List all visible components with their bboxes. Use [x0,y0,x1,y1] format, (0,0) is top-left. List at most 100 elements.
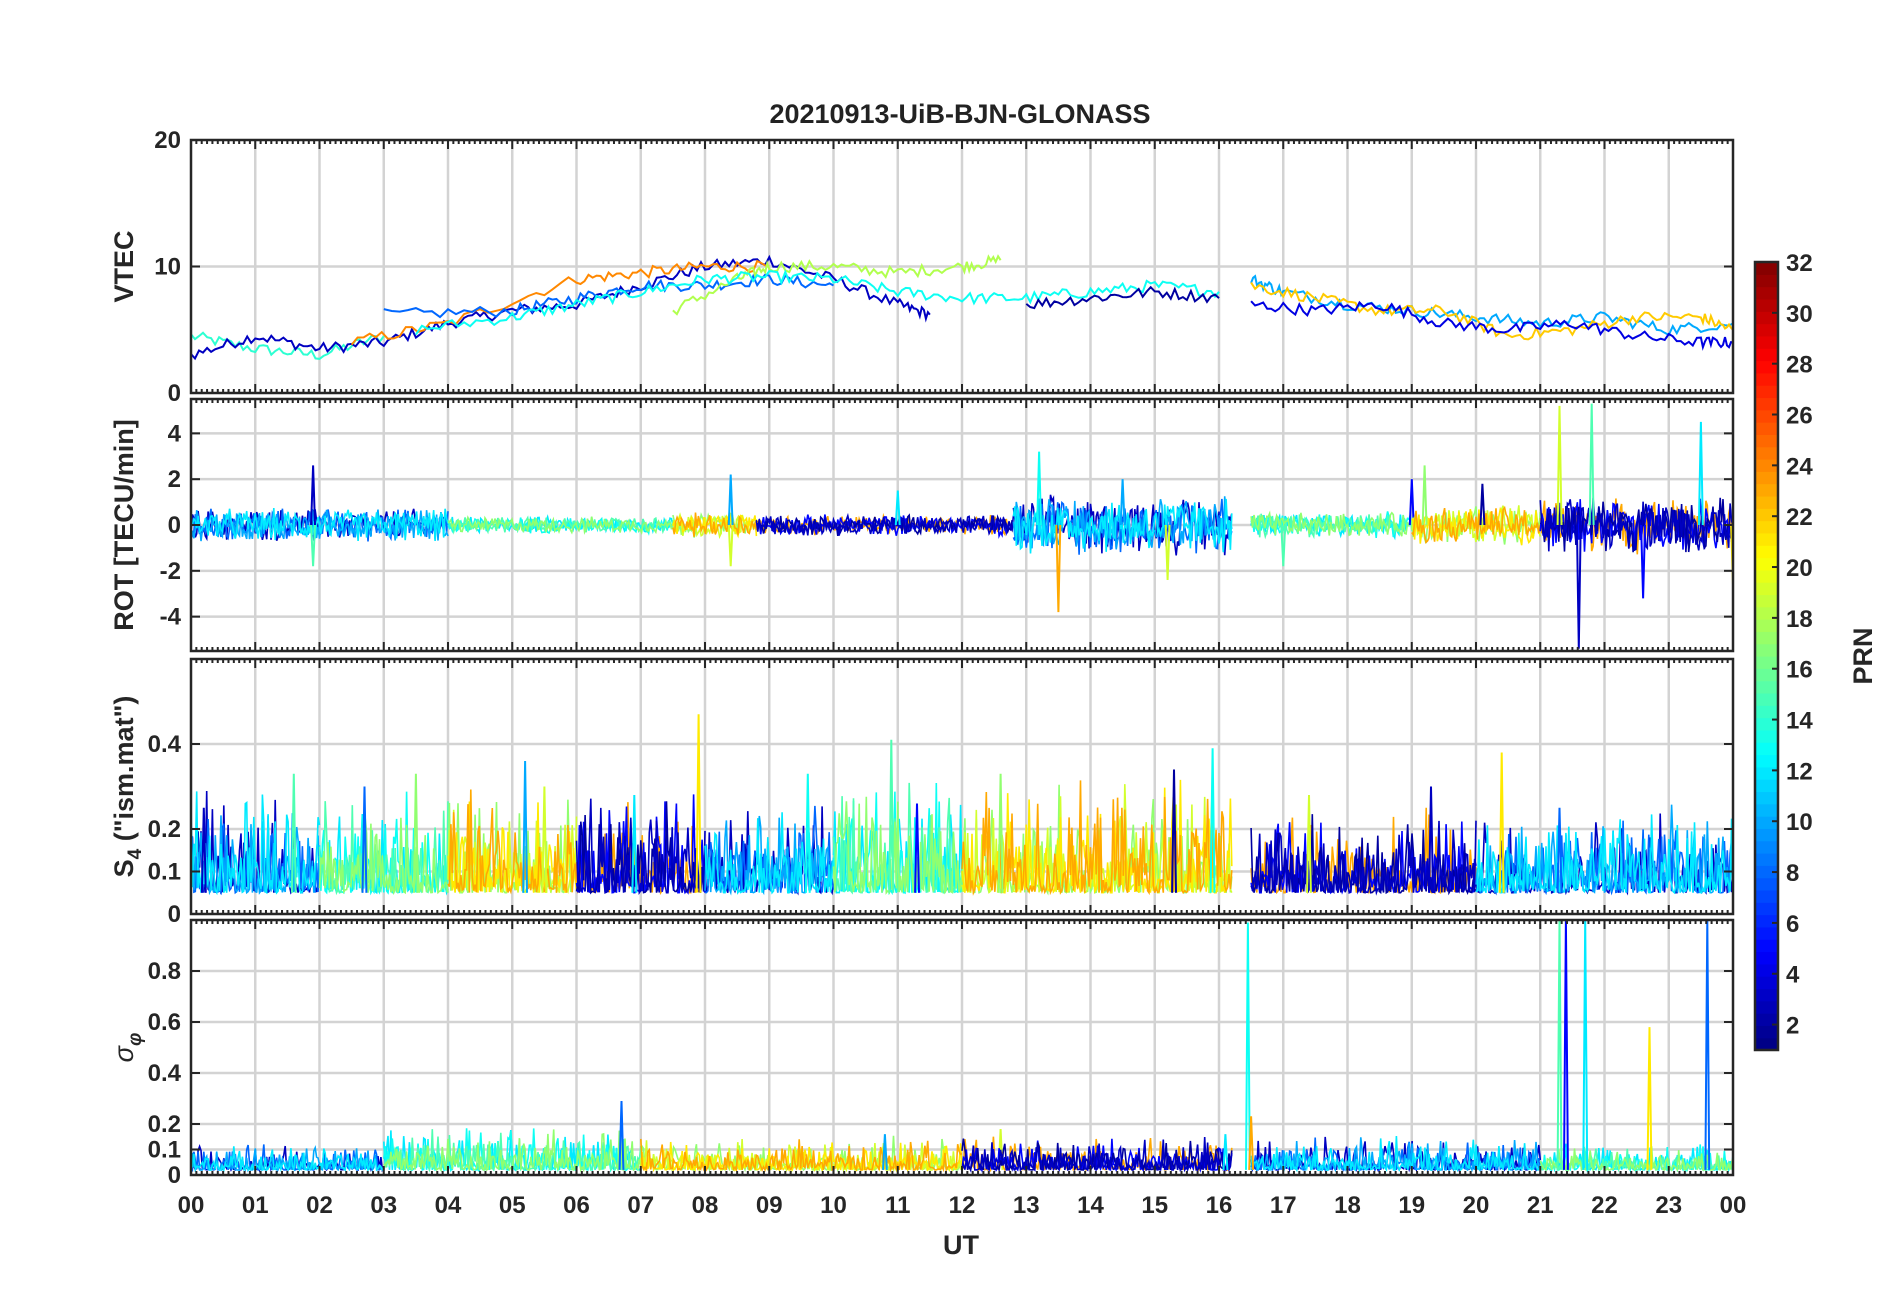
x-tick-label: 06 [563,1192,590,1219]
colorbar-tick-label: 12 [1786,758,1813,785]
panel-rot-spike [1408,479,1415,526]
colorbar-frame [1753,260,1780,1052]
panel-sigma-y-tick-label: 0.6 [148,1009,181,1036]
x-tick-label: 05 [499,1192,526,1219]
colorbar-tick-label: 8 [1786,860,1799,887]
x-tick-label: 07 [627,1192,654,1219]
panel-rot-spike [1697,421,1704,526]
colorbar-segment [1755,422,1778,435]
panel-s4-spike [914,803,920,893]
colorbar-segment [1755,692,1778,706]
panel-s4-trace [447,789,578,895]
panel-sigma-spike [1248,1116,1255,1170]
panel-s4-spike [631,794,638,893]
panel-sigma-y-tick-label: 0.4 [148,1060,182,1087]
x-tick-label: 18 [1334,1192,1361,1219]
x-tick-label: 14 [1077,1192,1104,1219]
colorbar-segment [1755,976,1778,990]
colorbar-segment [1755,1000,1778,1014]
panel-rot-spike [727,524,734,567]
colorbar-segment [1755,1037,1778,1051]
colorbar-tick-label: 32 [1786,250,1813,277]
colorbar-segment [1755,914,1778,928]
panel-rot-spike [1055,524,1062,613]
colorbar-segment [1755,471,1778,485]
panel-s4-spike [541,786,548,893]
panel-s4-spike [1556,807,1563,893]
colorbar-segment [1755,668,1778,682]
colorbar-segment [1755,495,1778,509]
panel-rot-spike [1119,479,1126,526]
colorbar-tick-label: 6 [1786,911,1799,938]
panel-s4-y-tick-label: 0 [168,901,181,928]
panel-sigma-y-tick-label: 0.2 [148,1111,181,1138]
colorbar-segment [1755,656,1778,669]
x-tick-label: 00 [178,1192,205,1219]
panel-s4-spike [200,807,207,893]
colorbar-segment [1755,545,1778,559]
colorbar-segment [1755,286,1778,300]
colorbar-tick-label: 28 [1786,352,1813,379]
colorbar-segment [1755,705,1778,719]
panel-rot-spike [1421,465,1428,526]
colorbar-segment [1755,988,1778,1002]
colorbar-segment [1755,409,1778,423]
x-tick-label: 23 [1655,1192,1682,1219]
panel-s4-trace [191,813,321,896]
panel-sigma-trace [1539,1146,1733,1173]
panel-s4-spike [1428,786,1434,893]
panel-sigma-spike [1563,920,1569,1170]
colorbar-segment [1755,951,1778,965]
panel-rot-trace [1250,510,1413,537]
panel-sigma-trace [1250,1135,1541,1173]
colorbar-segment [1755,865,1778,879]
colorbar-segment [1755,483,1778,497]
colorbar-segment [1755,606,1778,620]
panel-rot-spike [1575,524,1582,649]
colorbar-tick-label: 20 [1786,555,1813,582]
panel-rot-trace [755,512,1015,536]
panel-sigma-grid [191,920,1733,1175]
colorbar-label: PRN [1848,627,1878,684]
x-tick-label: 10 [820,1192,847,1219]
panel-s4-spike [1306,794,1312,893]
panel-s4-spike [361,786,368,893]
x-tick-label: 21 [1527,1192,1554,1219]
panel-sigma-trace [191,1146,385,1173]
panel-s4-spike [888,739,895,893]
panel-rot-trace [447,515,673,536]
colorbar-tick-label: 14 [1786,708,1813,735]
chart-title: 20210913-UiB-BJN-GLONASS [769,99,1150,129]
panel-sigma-y-axis-label: σφ [109,1033,146,1063]
colorbar-segment [1755,643,1778,657]
panel-rot-y-tick-label: -2 [160,558,181,585]
vtec-series-prn-13 [415,269,1220,336]
colorbar-segment [1755,446,1778,460]
colorbar-segment [1755,877,1778,891]
colorbar-segment [1755,680,1778,694]
panel-rot-trace [672,512,758,537]
colorbar-segment [1755,803,1778,817]
colorbar-segment [1755,397,1778,411]
colorbar-segment [1755,323,1778,337]
colorbar-segment [1755,335,1778,349]
panel-rot-spike [310,465,316,526]
panel-rot-y-tick-label: 0 [168,512,181,539]
panel-s4-trace [1250,820,1477,896]
colorbar-segment [1755,619,1778,632]
colorbar-segment [1755,754,1778,768]
colorbar-segment [1755,360,1778,374]
x-tick-label: 03 [370,1192,397,1219]
panel-rot-y-tick-label: -4 [160,604,182,631]
panel-vtec: 0 10 20 VTEC [109,127,1735,407]
panel-rot-ticks [190,399,1734,651]
panel-vtec-y-axis-label: VTEC [109,230,139,302]
x-tick-label: 16 [1206,1192,1233,1219]
colorbar-segment [1755,459,1778,472]
panel-s4-spike [1171,769,1177,893]
panel-s4-trace [1475,814,1733,895]
colorbar-tick-label: 4 [1786,962,1800,989]
panel-sigma-trace [191,1144,385,1173]
colorbar-segment [1755,926,1778,940]
colorbar-segment [1755,274,1778,288]
